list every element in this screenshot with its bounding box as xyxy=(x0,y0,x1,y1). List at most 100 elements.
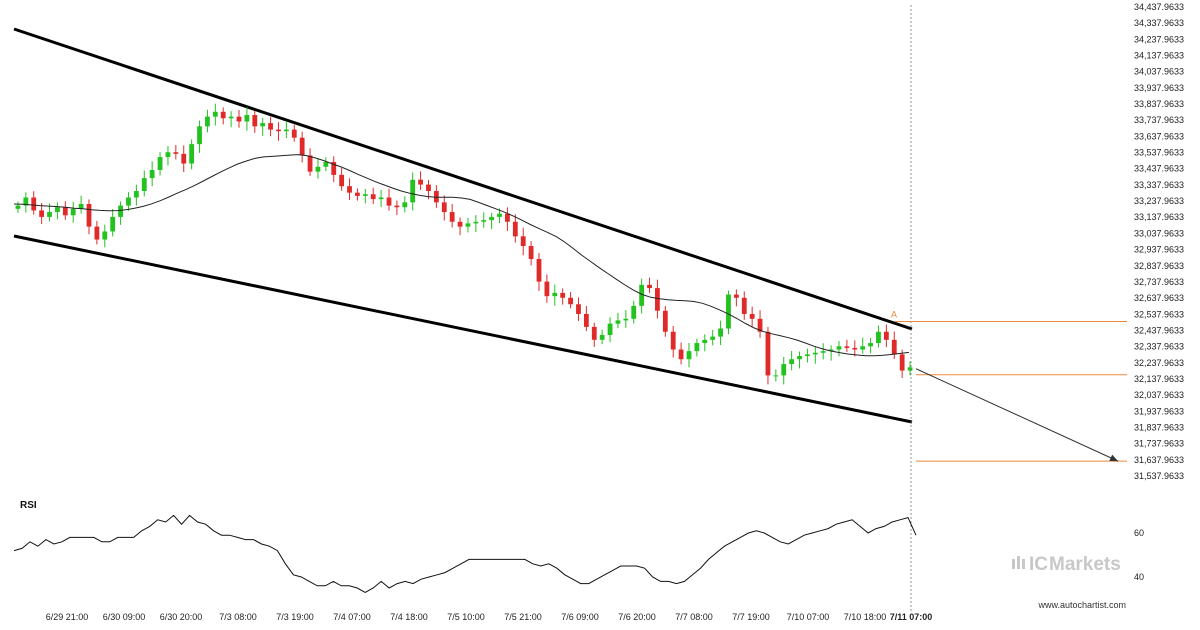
time-tick-label: 7/11 07:00 xyxy=(890,612,933,622)
price-tick-label: 31,537.9633 xyxy=(1134,471,1184,481)
candle-body xyxy=(820,351,826,353)
candle-body xyxy=(260,123,266,127)
candle-body xyxy=(410,179,416,203)
candle-body xyxy=(173,152,179,154)
candle-body xyxy=(828,349,834,352)
candle-body xyxy=(615,320,621,324)
candle-body xyxy=(55,207,60,213)
candle-body xyxy=(347,186,352,193)
candle-body xyxy=(23,197,29,206)
candle-body xyxy=(457,221,463,227)
price-tick-label: 34,237.9633 xyxy=(1134,34,1184,44)
candle-body xyxy=(852,347,858,350)
time-tick-label: 7/4 07:00 xyxy=(333,612,371,622)
price-tick-label: 33,837.9633 xyxy=(1134,99,1184,109)
candle-body xyxy=(323,161,329,167)
time-tick-label: 7/4 18:00 xyxy=(390,612,428,622)
price-tick-label: 33,637.9633 xyxy=(1134,131,1184,141)
projection-arrow-line xyxy=(915,368,1119,462)
candle-body xyxy=(339,174,345,187)
candle-body xyxy=(797,355,802,360)
time-axis: 6/29 21:00 6/30 09:00 6/30 20:00 7/3 08:00 7… xyxy=(46,612,933,622)
price-axis: 34,437.9633 34,337.9633 34,237.9633 34,137.… xyxy=(1134,2,1184,481)
rsi-tick-label: 40 xyxy=(1134,572,1144,582)
candle-body xyxy=(110,216,116,232)
candle-body xyxy=(394,205,400,208)
candle-body xyxy=(718,328,723,337)
candle-body xyxy=(126,197,131,206)
price-tick-label: 33,337.9633 xyxy=(1134,180,1184,190)
moving-average-line xyxy=(13,154,910,357)
candle-body xyxy=(860,346,866,350)
candle-body xyxy=(465,223,471,227)
candle-body xyxy=(907,367,913,371)
candle-body xyxy=(331,161,337,175)
price-tick-label: 32,437.9633 xyxy=(1134,325,1184,335)
candle-body xyxy=(805,354,810,356)
candle-body xyxy=(789,359,795,365)
lower-trendline xyxy=(13,234,913,424)
candle-body xyxy=(607,323,613,335)
candle-body xyxy=(757,318,763,332)
candle-body xyxy=(576,304,581,314)
candle-body xyxy=(236,116,242,122)
candle-body xyxy=(252,115,258,127)
pattern-overlay-layer: A xyxy=(891,5,1127,612)
candle-body xyxy=(181,153,187,164)
time-tick-label: 7/6 20:00 xyxy=(618,612,656,622)
rsi-title: RSI xyxy=(20,500,37,511)
candle-body xyxy=(623,318,629,321)
candle-body xyxy=(212,111,218,117)
rsi-line xyxy=(13,514,917,593)
candle-body xyxy=(773,375,779,377)
candle-body xyxy=(836,346,842,350)
candle-body xyxy=(741,297,747,314)
time-tick-label: 7/3 08:00 xyxy=(219,612,257,622)
price-tick-label: 34,337.9633 xyxy=(1134,18,1184,28)
candle-body xyxy=(402,202,408,208)
time-tick-label: 7/7 19:00 xyxy=(732,612,770,622)
candle-body xyxy=(283,129,289,132)
candle-body xyxy=(473,221,479,224)
candle-body xyxy=(568,297,573,305)
time-tick-label: 7/10 07:00 xyxy=(787,612,830,622)
candle-body xyxy=(583,313,589,327)
price-tick-label: 32,237.9633 xyxy=(1134,358,1184,368)
candle-body xyxy=(228,116,234,119)
candle-body xyxy=(118,205,123,217)
time-tick-label: 7/10 18:00 xyxy=(844,612,887,622)
candle-body xyxy=(220,111,226,119)
candle-body xyxy=(449,212,455,222)
candle-body xyxy=(899,354,905,371)
trendlines-layer xyxy=(13,27,913,424)
candle-body xyxy=(307,155,313,172)
candle-body xyxy=(39,210,45,217)
candle-body xyxy=(528,246,534,259)
candle-body xyxy=(639,284,645,306)
candle-body xyxy=(47,212,52,217)
time-tick-label: 6/29 21:00 xyxy=(46,612,89,622)
candle-body xyxy=(726,294,731,329)
candle-body xyxy=(197,126,202,145)
candle-body xyxy=(844,346,850,348)
candle-body xyxy=(702,339,708,344)
candle-body xyxy=(31,197,37,211)
candle-body xyxy=(497,213,502,217)
price-tick-label: 32,737.9633 xyxy=(1134,277,1184,287)
time-tick-label: 7/5 10:00 xyxy=(447,612,485,622)
candle-body xyxy=(481,220,487,222)
price-tick-label: 33,137.9633 xyxy=(1134,212,1184,222)
candle-body xyxy=(102,231,108,240)
candle-body xyxy=(876,331,881,344)
candle-body xyxy=(205,116,210,127)
candle-body xyxy=(710,336,716,340)
price-tick-label: 32,137.9633 xyxy=(1134,374,1184,384)
candle-body xyxy=(591,326,597,340)
time-tick-label: 7/6 09:00 xyxy=(561,612,599,622)
candle-body xyxy=(544,281,550,297)
candle-body xyxy=(386,197,392,206)
price-tick-label: 31,837.9633 xyxy=(1134,422,1184,432)
price-tick-label: 32,537.9633 xyxy=(1134,309,1184,319)
candle-body xyxy=(536,258,542,282)
